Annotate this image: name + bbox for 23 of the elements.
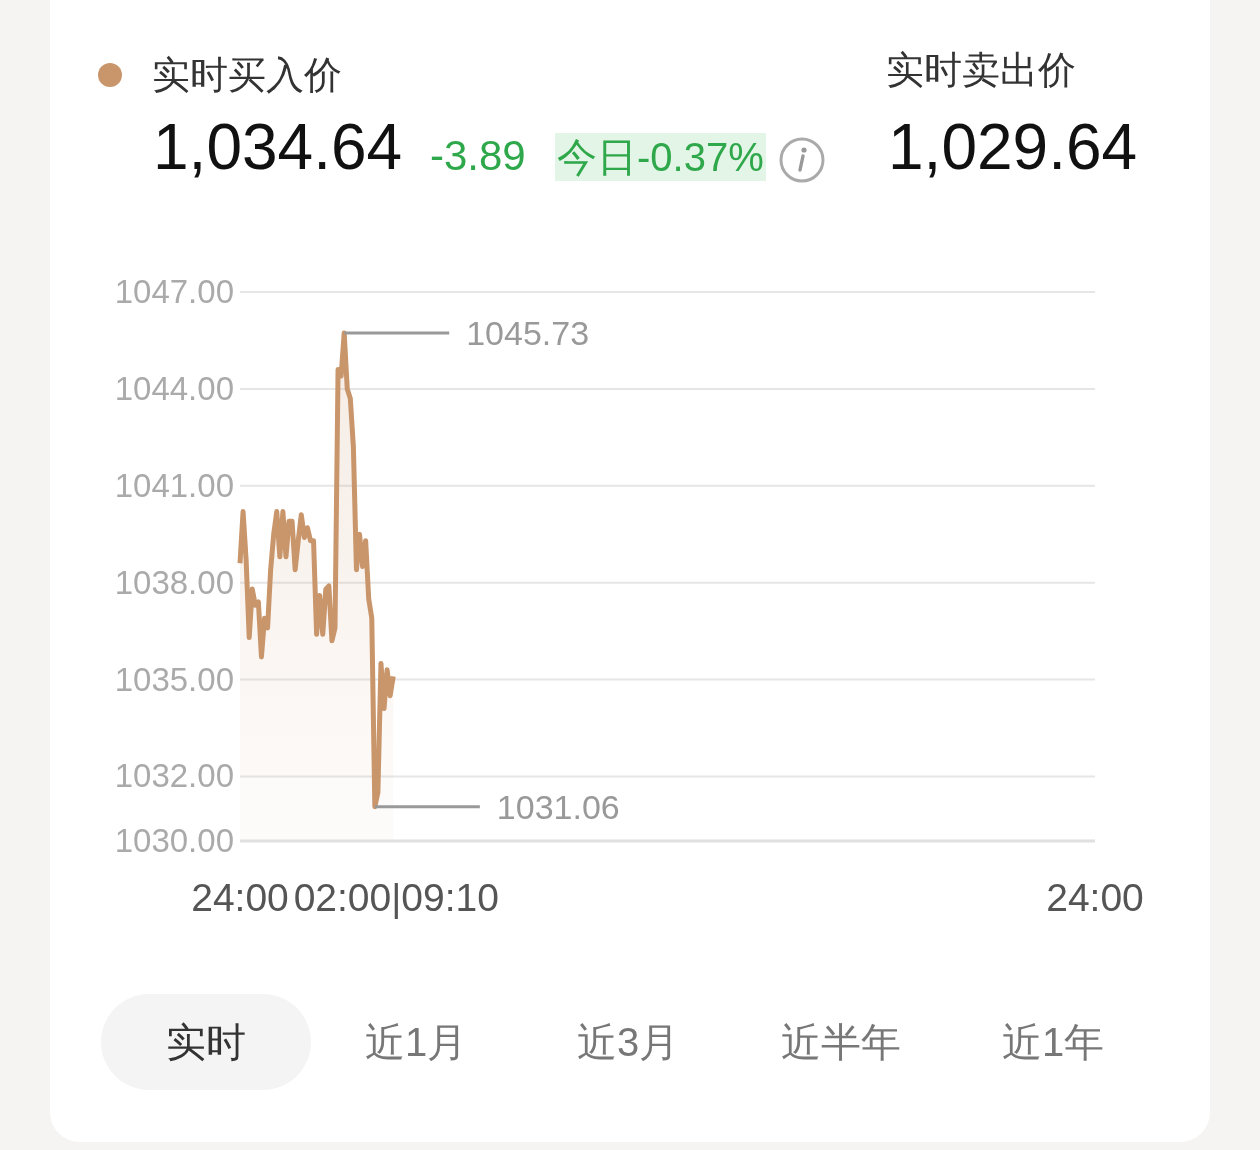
y-tick-label: 1035.00 (114, 660, 234, 698)
annotation: 1045.73 (466, 314, 590, 353)
text: 近3月 (576, 1018, 680, 1066)
text: 1,029.64 (888, 111, 1138, 183)
y-tick-label: 1047.00 (114, 273, 234, 310)
text: 近半年 (781, 1018, 901, 1066)
text: -3.89 (430, 132, 526, 180)
y-tick-label: 1032.00 (114, 757, 234, 795)
x-tick-label: 24:00 (191, 876, 289, 919)
y-tick-label: 1038.00 (114, 563, 234, 601)
annotation: 1031.06 (496, 787, 620, 826)
y-tick-label: 1030.00 (114, 822, 234, 859)
text: 实时卖出价 (886, 49, 1076, 92)
text: 近1月 (364, 1018, 468, 1066)
y-tick-label: 1041.00 (114, 466, 234, 504)
text: 1,034.64 (153, 111, 403, 183)
text: 近1年 (1001, 1018, 1105, 1066)
legend-label: 实时买入价 (152, 53, 342, 98)
x-tick-label: 24:00 (1046, 876, 1144, 919)
text: 今日-0.37% (555, 133, 766, 181)
text: 实时 (166, 1018, 246, 1066)
x-tick-label: 02:00|09:10 (293, 876, 499, 919)
y-tick-label: 1044.00 (114, 369, 234, 407)
